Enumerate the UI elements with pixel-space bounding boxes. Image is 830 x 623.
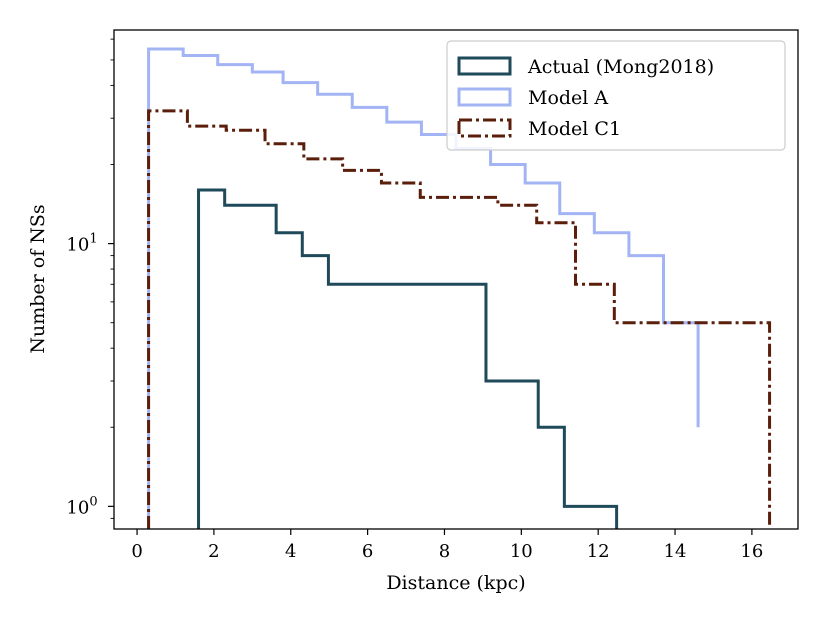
legend: Actual (Mong2018) Model A Model C1 (446, 40, 786, 151)
x-tick-label: 2 (208, 541, 219, 562)
series-0-step-line (197, 188, 619, 529)
y-tick-label: 101 (66, 232, 97, 256)
x-tick-label: 12 (587, 541, 610, 562)
legend-label-2: Model C1 (528, 118, 621, 140)
x-tick-label: 8 (439, 541, 450, 562)
x-tick-label: 6 (362, 541, 373, 562)
y-tick-label: 100 (66, 494, 97, 518)
legend-swatch-1 (457, 87, 512, 107)
x-axis-label: Distance (kpc) (386, 572, 525, 594)
x-tick-label: 10 (510, 541, 533, 562)
legend-swatch-0 (457, 56, 512, 76)
plot-frame (113, 29, 799, 530)
x-tick-label: 4 (285, 541, 296, 562)
x-tick-label: 0 (131, 541, 142, 562)
series-2-step-line (147, 109, 772, 529)
x-axis-ticks: 0 2 4 6 8 10 12 14 16 (131, 529, 763, 562)
legend-swatch-2 (457, 118, 512, 138)
legend-label-0: Actual (Mong2018) (527, 56, 714, 78)
series-1-step-line (147, 47, 700, 529)
legend-label-1: Model A (528, 87, 608, 109)
legend-box (446, 40, 786, 151)
series-layer (147, 47, 772, 529)
x-tick-label: 16 (740, 541, 763, 562)
y-axis-ticks: 100 101 (66, 38, 114, 519)
y-axis-label: Number of NSs (27, 204, 49, 353)
x-tick-label: 14 (664, 541, 687, 562)
